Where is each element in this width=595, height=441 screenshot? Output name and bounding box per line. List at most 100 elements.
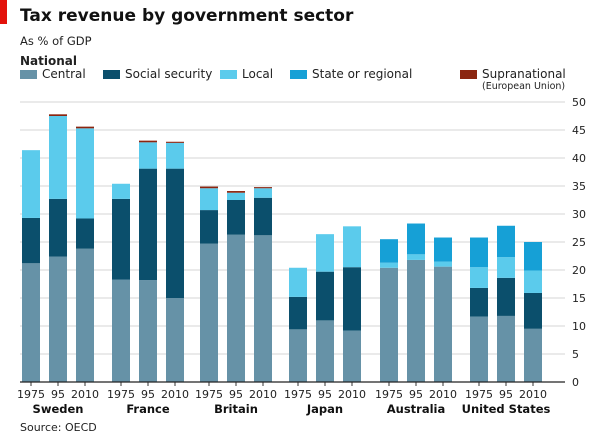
- x-tick-label: 1975: [195, 388, 223, 401]
- bar-segment-social: [200, 210, 218, 244]
- bar-segment-supra: [76, 126, 94, 129]
- legend-label-social-security: Social security: [125, 67, 213, 81]
- y-tick-label: 40: [572, 152, 586, 165]
- bar-segment-local: [343, 226, 361, 268]
- x-tick-label: 2010: [71, 388, 99, 401]
- bar-segment-local: [112, 183, 130, 199]
- bar-segment-local: [139, 142, 157, 169]
- bar-segment-local: [227, 192, 245, 200]
- bar-segment-social: [497, 277, 515, 316]
- bar-segment-social: [316, 271, 334, 321]
- x-tick-label: 95: [51, 388, 65, 401]
- bar-segment-local: [49, 116, 67, 199]
- bar-segment-central: [139, 280, 157, 382]
- bar-segment-social: [343, 267, 361, 331]
- legend-swatch-central: [20, 70, 37, 79]
- x-tick-label: 1975: [284, 388, 312, 401]
- bar-segment-local: [289, 267, 307, 297]
- bar-segment-central: [380, 267, 398, 382]
- bar-segment-central: [49, 256, 67, 382]
- bar-segment-central: [254, 235, 272, 382]
- legend-swatch-social-security: [103, 70, 120, 79]
- bar-segment-central: [316, 320, 334, 382]
- country-label: Australia: [387, 402, 446, 416]
- x-tick-label: 95: [318, 388, 332, 401]
- bar-segment-social: [227, 200, 245, 235]
- y-tick-label: 10: [572, 320, 586, 333]
- bar-segment-social: [254, 197, 272, 236]
- bar-segment-local: [407, 254, 425, 260]
- legend-label-central: Central: [42, 67, 86, 81]
- bar-segment-central: [76, 248, 94, 382]
- bar-segment-central: [289, 329, 307, 382]
- bar-segment-local: [76, 128, 94, 219]
- legend-label-local: Local: [242, 67, 274, 81]
- legend-label-supranational: Supranational: [482, 67, 566, 81]
- bar-segment-central: [407, 259, 425, 382]
- chart-subtitle: As % of GDP: [20, 34, 92, 48]
- legend-item-central: Central: [20, 67, 86, 81]
- y-tick-label: 5: [572, 348, 579, 361]
- bar-segment-central: [343, 330, 361, 382]
- bar-segment-state: [407, 223, 425, 255]
- bar-segment-supra: [200, 186, 218, 189]
- legend-item-supranational: Supranational (European Union): [460, 67, 566, 92]
- bar-segment-local: [434, 261, 452, 267]
- country-label: United States: [462, 402, 551, 416]
- x-tick-label: 1975: [465, 388, 493, 401]
- x-tick-label: 2010: [338, 388, 366, 401]
- bar-segment-local: [22, 150, 40, 218]
- x-tick-label: 95: [229, 388, 243, 401]
- country-label: Japan: [306, 402, 343, 416]
- x-tick-label: 2010: [249, 388, 277, 401]
- accent-bar: [0, 0, 7, 24]
- bar-segment-supra: [166, 141, 184, 143]
- bar-segment-state: [470, 237, 488, 268]
- bar-segment-local: [497, 257, 515, 278]
- bar-segment-central: [524, 328, 542, 382]
- x-tick-label: 2010: [161, 388, 189, 401]
- bar-segment-social: [76, 218, 94, 249]
- bar-segment-supra: [139, 140, 157, 143]
- legend-swatch-local: [220, 70, 237, 79]
- x-tick-label: 1975: [107, 388, 135, 401]
- bar-segment-social: [470, 287, 488, 317]
- legend-item-state: State or regional: [290, 67, 412, 81]
- bar-segment-local: [166, 142, 184, 169]
- y-tick-label: 15: [572, 292, 586, 305]
- bar-segment-central: [112, 279, 130, 382]
- bar-segment-social: [49, 198, 67, 257]
- country-label: France: [126, 402, 170, 416]
- legend-swatch-supranational: [460, 70, 477, 79]
- legend-item-social-security: Social security: [103, 67, 212, 81]
- y-tick-label: 35: [572, 180, 586, 193]
- x-tick-label: 1975: [17, 388, 45, 401]
- bar-segment-supra: [254, 187, 272, 189]
- bar-segment-local: [200, 188, 218, 211]
- bar-segment-central: [434, 266, 452, 382]
- bar-segment-central: [470, 316, 488, 382]
- legend-text-supranational: Supranational (European Union): [482, 67, 566, 92]
- chart-title: Tax revenue by government sector: [20, 6, 354, 26]
- bar-segment-local: [316, 234, 334, 272]
- source-note: Source: OECD: [20, 421, 97, 434]
- y-tick-label: 45: [572, 124, 586, 137]
- x-tick-label: 2010: [519, 388, 547, 401]
- legend-heading: National: [20, 54, 77, 68]
- legend-sublabel-supranational: (European Union): [482, 81, 566, 92]
- bar-segment-state: [434, 237, 452, 262]
- country-label: Britain: [214, 402, 258, 416]
- y-tick-label: 25: [572, 236, 586, 249]
- bar-segment-local: [524, 270, 542, 293]
- y-tick-label: 30: [572, 208, 586, 221]
- bar-segment-central: [497, 315, 515, 382]
- y-tick-label: 20: [572, 264, 586, 277]
- bar-segment-local: [470, 267, 488, 288]
- bar-segment-state: [497, 225, 515, 258]
- legend-swatch-state: [290, 70, 307, 79]
- bar-segment-local: [254, 188, 272, 198]
- bar-segment-central: [22, 263, 40, 382]
- country-label: Sweden: [33, 402, 84, 416]
- x-tick-label: 1975: [375, 388, 403, 401]
- bar-segment-state: [380, 239, 398, 263]
